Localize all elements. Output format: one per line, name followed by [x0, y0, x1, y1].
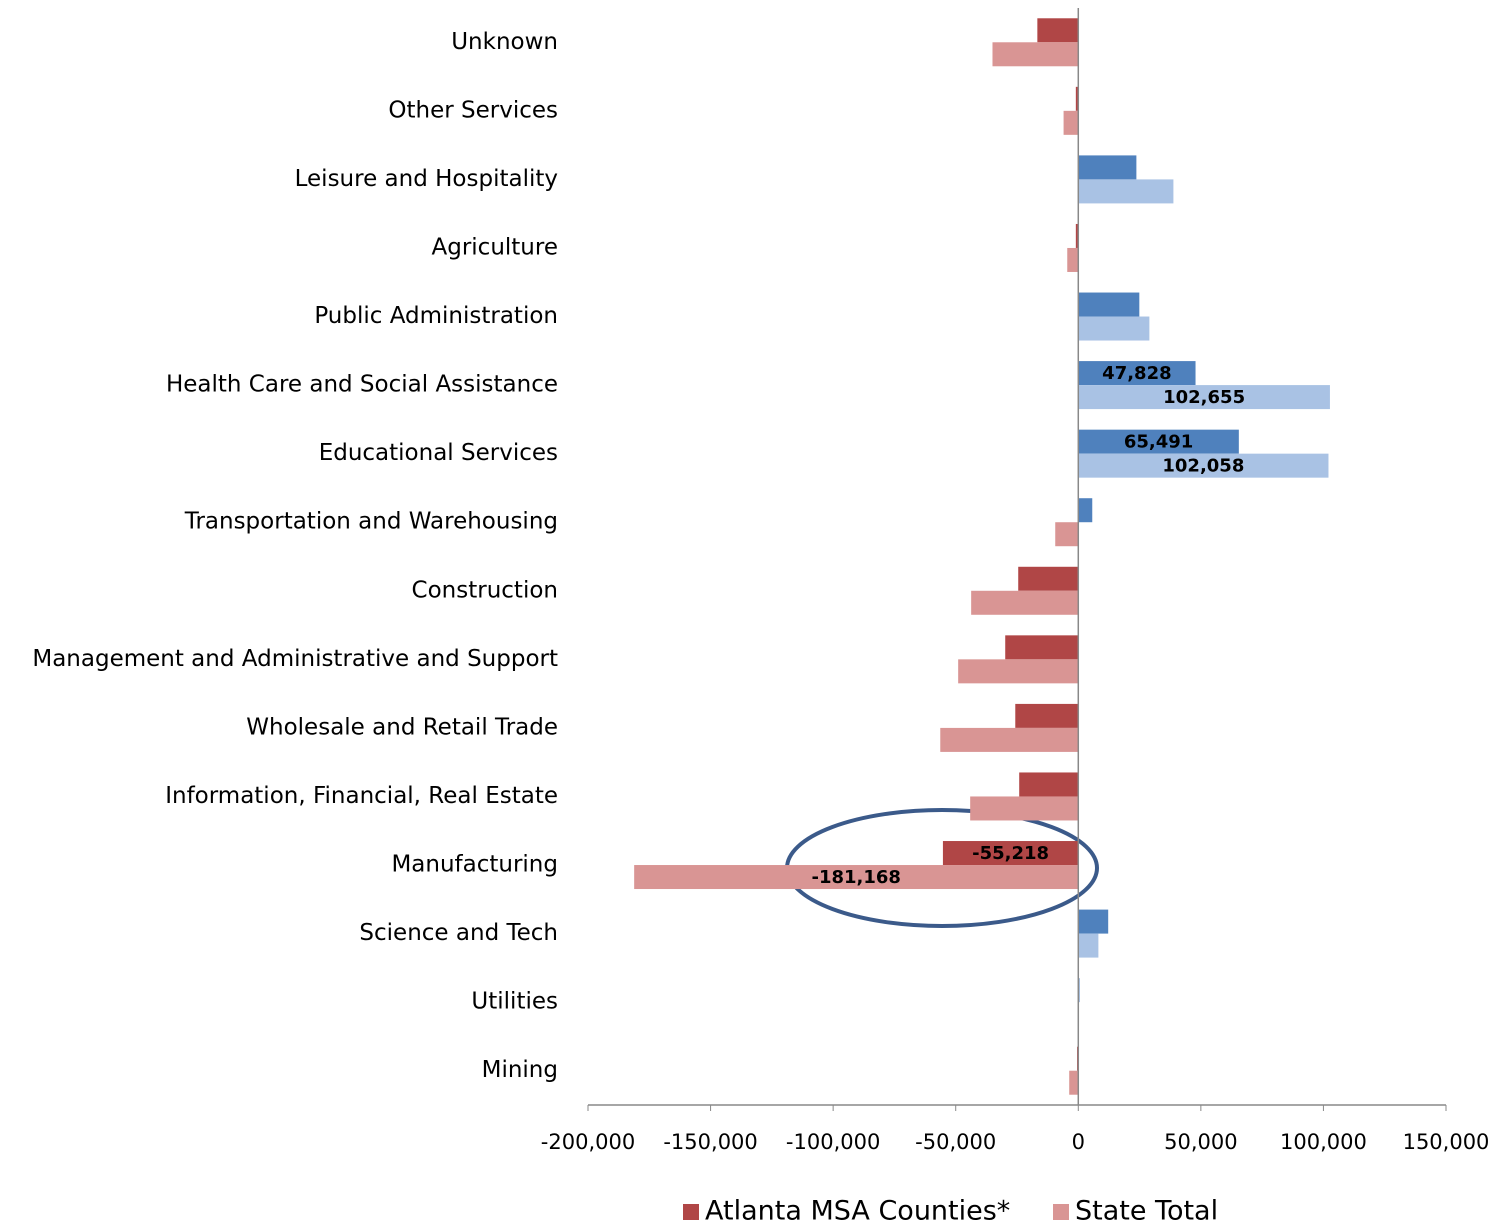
x-tick-label: -150,000: [663, 1130, 757, 1154]
category-label: Information, Financial, Real Estate: [165, 783, 558, 809]
bar: [1018, 566, 1079, 591]
bar: [1055, 522, 1079, 547]
bar: [1075, 86, 1079, 111]
legend-label: Atlanta MSA Counties*: [705, 1196, 1010, 1227]
bar: [1078, 909, 1109, 934]
x-tick-label: -100,000: [786, 1130, 880, 1154]
legend-swatch: [683, 1204, 699, 1220]
bar: [1037, 18, 1079, 43]
bar: [942, 841, 1079, 866]
bar: [1078, 155, 1137, 180]
bar: [634, 865, 1079, 890]
data-label: 65,491: [1124, 432, 1193, 453]
x-tick-label: 100,000: [1280, 1130, 1367, 1154]
category-label: Public Administration: [314, 303, 558, 329]
legend-swatch: [1053, 1204, 1069, 1220]
x-tick-label: -200,000: [541, 1130, 635, 1154]
bar: [1078, 292, 1140, 317]
bar: [1078, 179, 1174, 204]
x-tick-label: -50,000: [915, 1130, 996, 1154]
bar: [1067, 247, 1079, 272]
bar: [940, 727, 1079, 752]
data-label: 102,655: [1163, 387, 1245, 408]
x-tick-label: 50,000: [1164, 1130, 1237, 1154]
category-label: Educational Services: [319, 440, 558, 466]
category-label: Unknown: [451, 29, 558, 55]
bar: [1078, 316, 1150, 341]
bar: [1063, 110, 1079, 135]
data-label: -181,168: [811, 867, 900, 888]
bar: [1078, 429, 1239, 454]
bar: [1019, 772, 1079, 797]
bar: [1015, 703, 1079, 728]
bar: [1078, 453, 1329, 478]
category-label: Construction: [412, 577, 558, 603]
x-tick-label: 150,000: [1403, 1130, 1490, 1154]
bar: [958, 659, 1079, 684]
category-label: Utilities: [471, 989, 558, 1015]
category-label: Science and Tech: [359, 920, 558, 946]
category-label: Transportation and Warehousing: [184, 509, 558, 535]
data-label: -55,218: [972, 843, 1049, 864]
bar: [1069, 1070, 1079, 1095]
legend-label: State Total: [1075, 1196, 1218, 1227]
bar: [971, 590, 1079, 615]
bar: [992, 42, 1079, 67]
data-label: 47,828: [1102, 363, 1171, 384]
category-label: Agriculture: [432, 234, 559, 260]
category-label: Management and Administrative and Suppor…: [32, 646, 558, 672]
x-tick-label: 0: [1072, 1130, 1085, 1154]
bar: [1078, 933, 1099, 958]
data-label: 102,058: [1162, 456, 1244, 477]
category-label: Mining: [482, 1057, 558, 1083]
bar: [1075, 223, 1079, 248]
category-label: Health Care and Social Assistance: [166, 372, 558, 398]
category-label: Manufacturing: [391, 852, 558, 878]
bar: [1078, 361, 1196, 386]
category-label: Other Services: [388, 97, 558, 123]
bar: [970, 796, 1079, 821]
bar: [1078, 498, 1093, 523]
bar: [1078, 385, 1330, 410]
category-label: Wholesale and Retail Trade: [246, 714, 558, 740]
category-label: Leisure and Hospitality: [295, 166, 558, 192]
bar: [1005, 635, 1079, 660]
